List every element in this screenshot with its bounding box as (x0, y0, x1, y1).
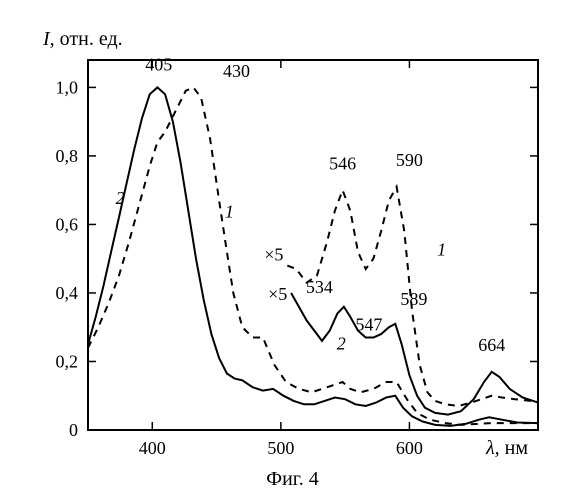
annotation: 1 (225, 202, 234, 222)
figure-4-chart: 0 0,2 0,4 0,6 0,8 1,0 400 500 600 I, отн. ед. λ, н… (0, 0, 585, 500)
x-axis-title: λ, нм (485, 437, 528, 459)
annotation: 590 (396, 150, 423, 170)
annotation: 546 (329, 154, 356, 174)
annotation: 1 (437, 239, 446, 259)
series-curve2_main (88, 87, 538, 426)
x-tick-label: 500 (267, 438, 294, 458)
plot-frame (88, 60, 538, 430)
annotation: 2 (337, 333, 346, 353)
annotation: ×5 (268, 284, 287, 304)
chart-svg: 0 0,2 0,4 0,6 0,8 1,0 400 500 600 I, отн. ед. λ, н… (0, 0, 585, 500)
annotation: ×5 (264, 244, 283, 264)
y-tick-label: 0,8 (56, 146, 79, 166)
annotation: 547 (355, 315, 382, 335)
y-tick-label: 0,6 (56, 214, 79, 234)
annotation: 2 (116, 188, 125, 208)
x-tick-label: 400 (139, 438, 166, 458)
annotation: 430 (223, 61, 250, 81)
y-tick-label: 1,0 (56, 77, 79, 97)
annotation: 664 (478, 335, 505, 355)
series-curve1_main (88, 87, 538, 425)
figure-caption: Фиг. 4 (266, 468, 318, 490)
annotation: 589 (400, 289, 427, 309)
y-tick-label: 0,2 (56, 351, 79, 371)
y-tick-label: 0,4 (56, 283, 79, 303)
y-axis-title: I, отн. ед. (42, 28, 123, 50)
x-tick-label: 600 (396, 438, 423, 458)
y-tick-label: 0 (69, 420, 78, 440)
annotation: 534 (306, 277, 333, 297)
annotation: 405 (145, 54, 172, 74)
